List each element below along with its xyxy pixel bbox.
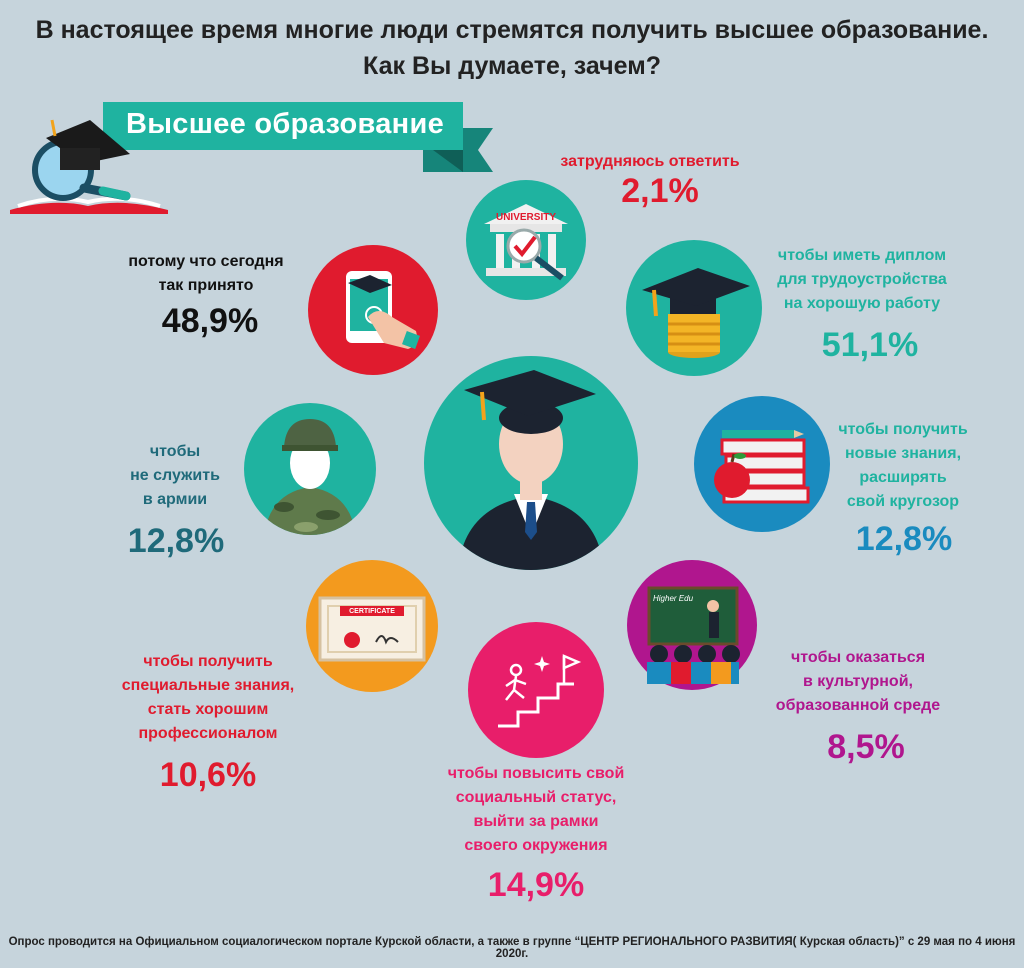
- accepted-line-1: потому что сегодня: [128, 253, 284, 270]
- culture-value: 8,5%: [827, 728, 905, 766]
- accepted-label: потому что сегодня так принято: [106, 250, 306, 298]
- army-value: 12,8%: [127, 522, 225, 560]
- ribbon-graphic: [10, 102, 493, 214]
- unsure-circle: UNIVERSITY: [466, 180, 586, 300]
- status-line-2: социальный статус,: [455, 789, 617, 806]
- special-line-3: стать хорошим: [147, 701, 269, 718]
- army-line-3: в армии: [142, 491, 208, 508]
- diploma-line-2: для трудоустройства: [777, 271, 947, 288]
- special-label: чтобы получить специальные знания, стать…: [108, 650, 308, 746]
- unsure-line-1: затрудняюсь ответить: [560, 153, 740, 170]
- knowledge-value: 12,8%: [855, 520, 953, 558]
- classroom-icon: [647, 586, 740, 684]
- diploma-line-1: чтобы иметь диплом: [777, 247, 947, 264]
- phone-icon: [346, 271, 420, 349]
- special-circle: CERTIFICATE: [306, 560, 438, 692]
- knowledge-label: чтобы получить новые знания, расширять с…: [808, 418, 998, 514]
- army-circle: [244, 403, 376, 535]
- ribbon-title: Высшее образование: [126, 108, 444, 140]
- books-apple-icon: [714, 430, 810, 504]
- special-line-2: специальные знания,: [121, 677, 295, 694]
- title-line-1: В настоящее время многие люди стремятся …: [35, 16, 989, 44]
- survey-footnote: Опрос проводится на Официальном социалог…: [8, 936, 1016, 960]
- knowledge-line-1: чтобы получить: [838, 421, 968, 438]
- status-line-3: выйти за рамки: [473, 813, 599, 830]
- status-label: чтобы повысить свой социальный статус, в…: [430, 762, 642, 858]
- ribbon-banner: Высшее образование: [8, 98, 508, 218]
- certificate-sign: CERTIFICATE: [349, 608, 395, 615]
- diploma-circle: [626, 240, 762, 376]
- status-line-1: чтобы повысить свой: [447, 765, 625, 782]
- special-line-1: чтобы получить: [143, 653, 273, 670]
- culture-line-3: образованной среде: [775, 697, 941, 714]
- culture-line-1: чтобы оказаться: [790, 649, 926, 666]
- graduate-icon: [458, 370, 604, 570]
- center-graduate-circle: [424, 356, 638, 570]
- army-label: чтобы не служить в армии: [110, 440, 240, 512]
- soldier-icon: [264, 419, 356, 535]
- army-line-2: не служить: [130, 467, 220, 484]
- accepted-value: 48,9%: [161, 302, 259, 340]
- diploma-line-3: на хорошую работу: [783, 295, 941, 312]
- stairs-climber-icon: [498, 654, 582, 728]
- status-circle: [468, 622, 604, 758]
- university-sign: UNIVERSITY: [495, 212, 556, 223]
- knowledge-line-2: новые знания,: [844, 445, 962, 462]
- page-title: В настоящее время многие люди стремятся …: [0, 12, 1024, 84]
- unsure-label: затрудняюсь ответить: [540, 150, 760, 174]
- culture-line-2: в культурной,: [803, 673, 913, 690]
- culture-label: чтобы оказаться в культурной, образованн…: [760, 646, 956, 718]
- diploma-value: 51,1%: [821, 326, 919, 364]
- diploma-label: чтобы иметь диплом для трудоустройства н…: [752, 244, 972, 316]
- special-line-4: профессионалом: [138, 725, 278, 742]
- certificate-icon: [318, 596, 426, 662]
- culture-circle: Higher Edu: [627, 560, 757, 690]
- board-text: Higher Edu: [653, 594, 694, 603]
- accepted-line-2: так принято: [158, 277, 254, 294]
- title-line-2: Как Вы думаете, зачем?: [363, 52, 661, 80]
- knowledge-line-3: расширять: [859, 469, 947, 486]
- special-value: 10,6%: [159, 756, 257, 794]
- cap-coins-icon: [642, 268, 750, 358]
- status-line-4: своего окружения: [464, 837, 608, 854]
- university-icon: [484, 204, 568, 281]
- army-line-1: чтобы: [149, 443, 201, 460]
- knowledge-line-4: свой кругозор: [846, 493, 960, 510]
- status-value: 14,9%: [487, 866, 585, 904]
- accepted-circle: [308, 245, 438, 375]
- knowledge-circle: [694, 396, 830, 532]
- unsure-value: 2,1%: [621, 172, 699, 210]
